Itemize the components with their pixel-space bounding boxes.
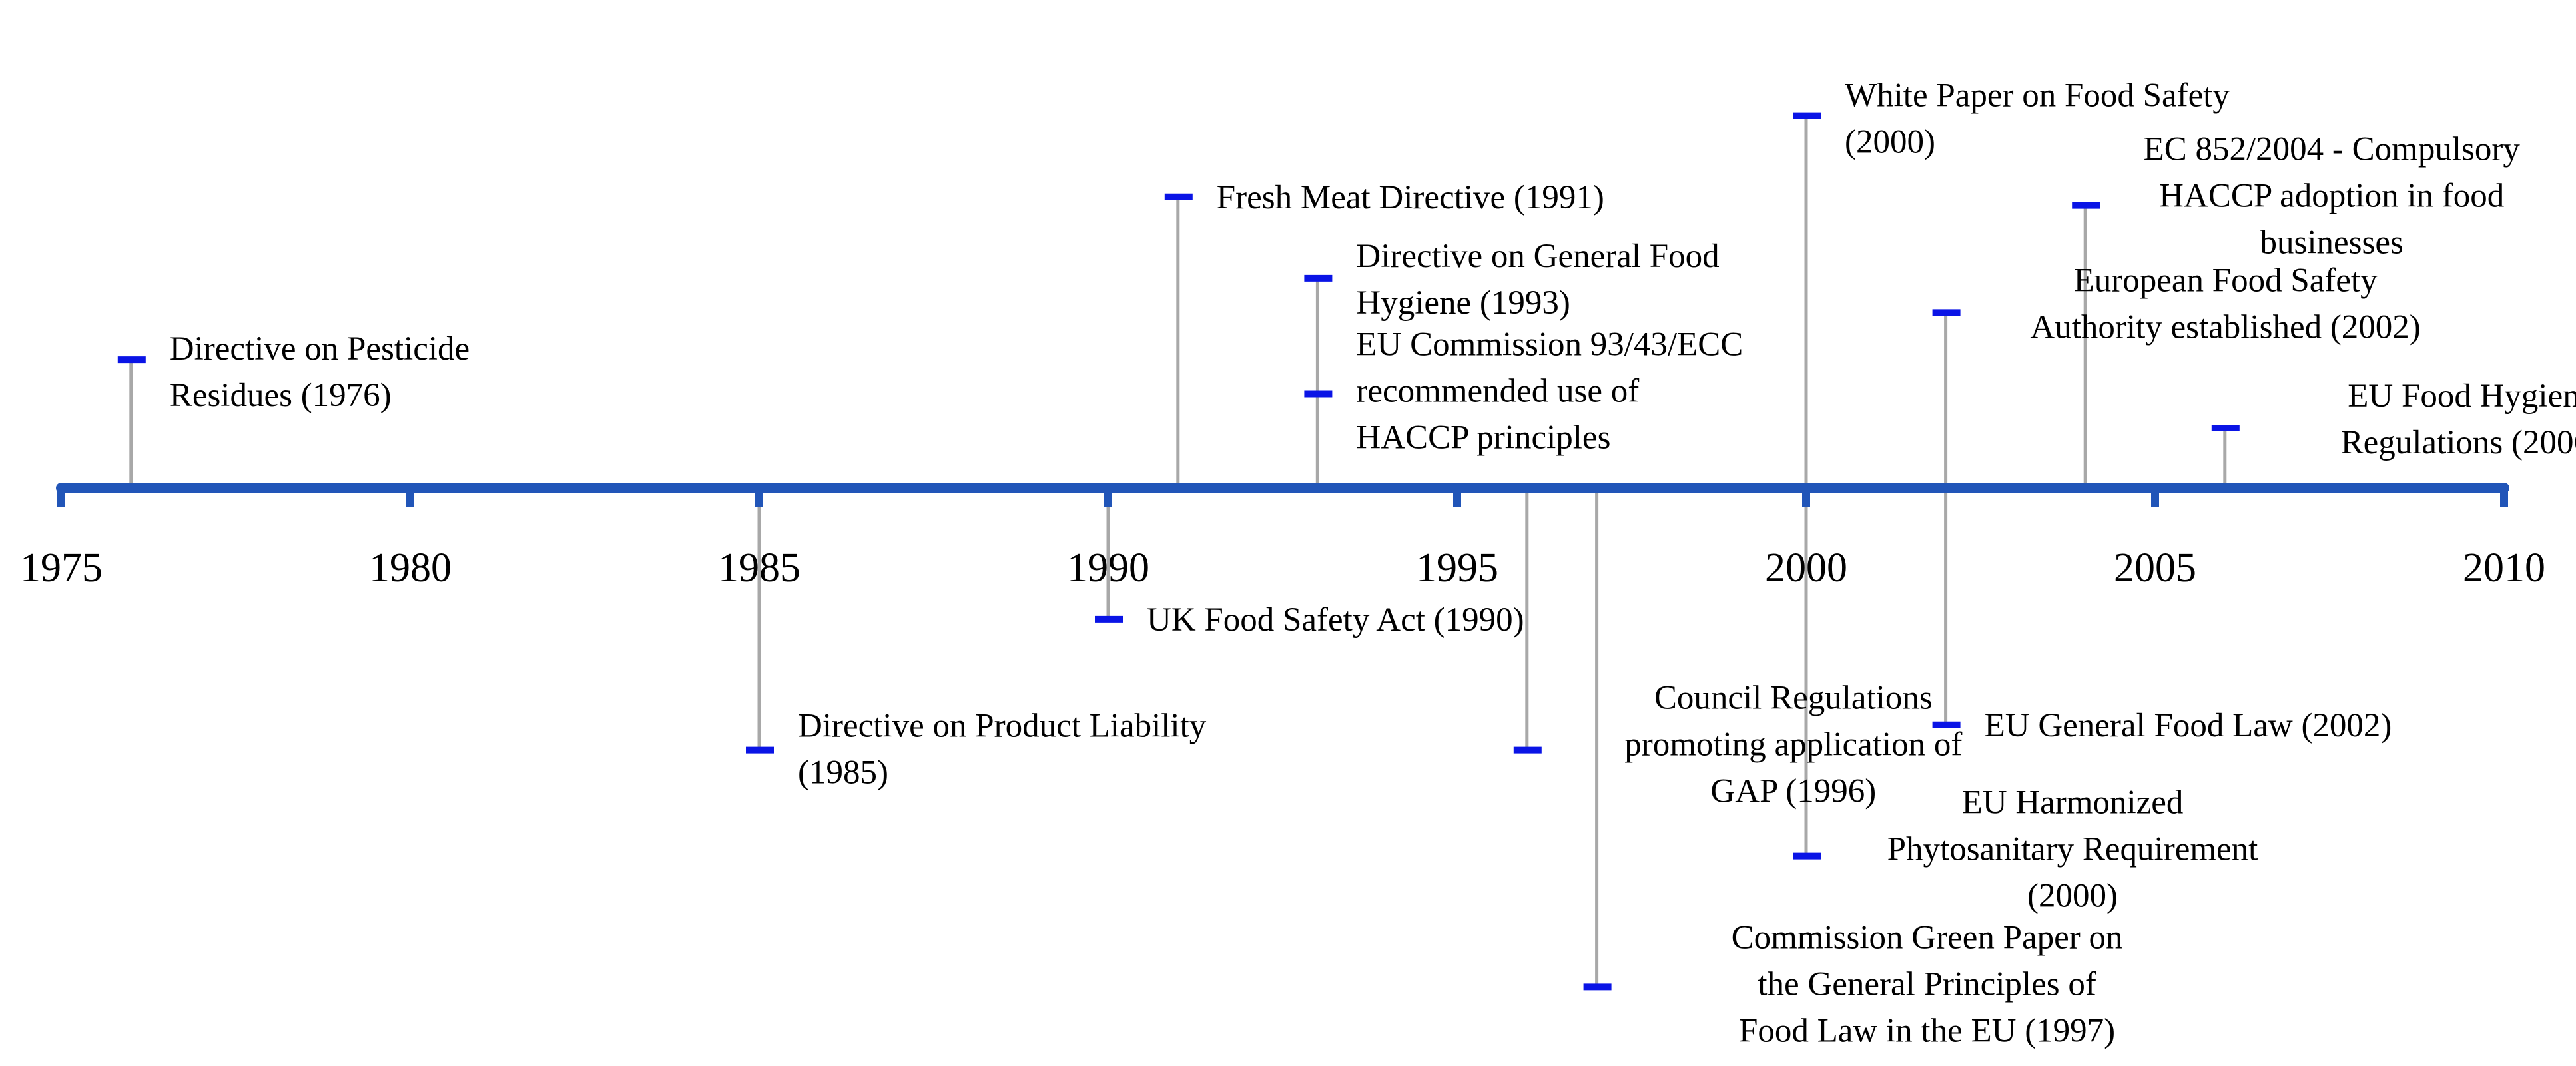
- event-label-line: EC 852/2004 - Compulsory: [2144, 131, 2521, 168]
- axis-year-label: 1980: [369, 545, 452, 591]
- event-label-line: Regulations (2006): [2341, 424, 2576, 461]
- event-label-line: recommended use of: [1356, 373, 1639, 410]
- event-label: European Food Safety Authority establishe…: [2030, 262, 2420, 346]
- event-label-line: Directive on Pesticide: [170, 330, 470, 368]
- event-label-line: Residues (1976): [170, 377, 392, 414]
- event-label-line: HACCP principles: [1356, 419, 1610, 457]
- event-label-line: GAP (1996): [1710, 773, 1876, 810]
- markers-layer: [117, 112, 2240, 991]
- event-label-line: EU Commission 93/43/ECC: [1356, 326, 1743, 364]
- event-label: Directive on General Food Hygiene (1993): [1356, 238, 1719, 322]
- event-label-line: (1985): [798, 754, 888, 792]
- axis-year-label: 1990: [1067, 545, 1149, 591]
- event-label-line: HACCP adoption in food: [2159, 178, 2504, 215]
- event-label-line: businesses: [2260, 224, 2404, 262]
- event-label-line: (2000): [2027, 878, 2118, 915]
- event-label-line: the General Principles of: [1758, 965, 2096, 1003]
- event-label-line: UK Food Safety Act (1990): [1147, 601, 1524, 639]
- stems-layer: [129, 115, 2227, 987]
- event-label-line: Directive on General Food: [1356, 238, 1719, 275]
- event-label: EU Harmonized Phytosanitary Requirement (2…: [1887, 784, 2258, 915]
- event-label-line: EU General Food Law (2002): [1985, 707, 2392, 744]
- event-label-line: Phytosanitary Requirement: [1887, 831, 2258, 868]
- event-label: EC 852/2004 - Compulsory HACCP adoption i…: [2144, 131, 2521, 262]
- event-label-line: EU Food Hygiene: [2348, 378, 2576, 415]
- axis-year-label: 1975: [20, 545, 103, 591]
- event-label: Fresh Meat Directive (1991): [1217, 179, 1604, 216]
- event-label: Directive on Pesticide Residues (1976): [170, 330, 470, 414]
- event-label: Directive on Product Liability (1985): [798, 708, 1207, 792]
- event-label: Commission Green Paper on the General Pri…: [1732, 919, 2123, 1049]
- axis-year-label: 2005: [2114, 545, 2196, 591]
- event-label-line: Hygiene (1993): [1356, 284, 1570, 322]
- event-label-line: Fresh Meat Directive (1991): [1217, 179, 1604, 216]
- event-label-line: (2000): [1845, 124, 1935, 161]
- axis-year-label: 2010: [2463, 545, 2545, 591]
- event-label-line: Council Regulations: [1654, 680, 1933, 717]
- event-label-line: Authority established (2002): [2030, 308, 2420, 346]
- event-label: Council Regulations promoting application…: [1624, 680, 1962, 810]
- event-label: EU Commission 93/43/ECC recommended use o…: [1356, 326, 1743, 457]
- event-label-line: EU Harmonized: [1962, 784, 2184, 822]
- event-label: UK Food Safety Act (1990): [1147, 601, 1524, 639]
- event-label: White Paper on Food Safety (2000): [1845, 77, 2230, 161]
- ticks-layer: 1975 1980 1985 1990 1995 2000 2005 2010: [20, 487, 2545, 591]
- event-label-line: European Food Safety: [2074, 262, 2378, 299]
- event-label-line: promoting application of: [1624, 726, 1962, 764]
- event-label-line: Directive on Product Liability: [798, 708, 1207, 745]
- axis-year-label: 1995: [1416, 545, 1498, 591]
- event-label-line: White Paper on Food Safety: [1845, 77, 2230, 115]
- event-label: EU Food Hygiene Regulations (2006): [2341, 378, 2576, 461]
- event-label: EU General Food Law (2002): [1985, 707, 2392, 744]
- labels-layer: Directive on Pesticide Residues (1976)Dir…: [170, 77, 2576, 1050]
- event-label-line: Food Law in the EU (1997): [1739, 1012, 2115, 1049]
- event-label-line: Commission Green Paper on: [1732, 919, 2123, 956]
- axis-year-label: 2000: [1765, 545, 1847, 591]
- axis-year-label: 1985: [718, 545, 801, 591]
